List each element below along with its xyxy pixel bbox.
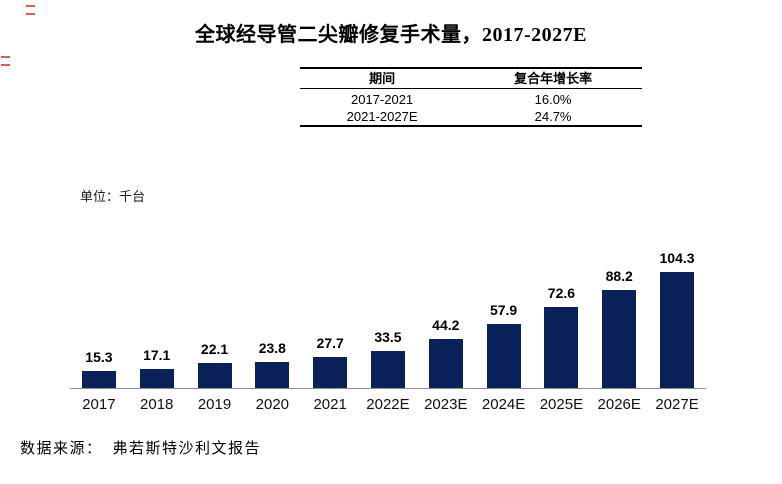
bar	[313, 357, 348, 388]
x-axis-label: 2017	[82, 396, 116, 413]
bar-value-label: 33.5	[374, 329, 402, 345]
table-row: 2017-2021 16.0%	[300, 89, 642, 108]
bar	[81, 371, 116, 388]
bar	[255, 362, 290, 388]
table-cell-cagr: 24.7%	[534, 109, 572, 124]
bar-value-label: 15.3	[85, 349, 113, 365]
bar	[370, 351, 405, 388]
table-row: 2021-2027E 24.7%	[300, 108, 642, 125]
x-axis-labels-row: 2017 2018 2019 2020 2021 2022E 2023E 2024E 2025E…	[70, 389, 706, 413]
data-source-text: 弗若斯特沙利文报告	[112, 441, 262, 457]
bar-chart: 15.3 17.1 22.1 23.8 27.7 33.5 44.2 57.9 72.6 88.2…	[70, 248, 706, 413]
table-cell-period: 2021-2027E	[346, 109, 418, 124]
unit-label: 单位：千台	[80, 189, 146, 204]
x-axis-label: 2025E	[539, 396, 584, 413]
cagr-table: 期间 复合年增长率 2017-2021 16.0% 2021-2027E 24.…	[300, 67, 642, 127]
bar-value-label: 44.2	[432, 317, 460, 333]
x-axis-label: 2021	[313, 396, 347, 413]
bar-column: 23.8	[243, 340, 301, 388]
page-title: 全球经导管二尖瓣修复手术量，2017-2027E	[195, 24, 587, 46]
x-axis-label: 2026E	[597, 396, 641, 413]
table-header-cagr: 复合年增长率	[514, 71, 593, 86]
bar-column: 22.1	[186, 341, 244, 388]
data-source: 数据来源： 弗若斯特沙利文报告	[20, 437, 261, 458]
bar-column: 15.3	[70, 349, 128, 388]
bar	[660, 272, 695, 388]
bar-column: 17.1	[128, 347, 186, 388]
bar	[602, 290, 637, 388]
bar-value-label: 88.2	[605, 268, 633, 284]
bar	[139, 369, 174, 388]
bar-column: 44.2	[417, 317, 475, 388]
bar-value-label: 23.8	[258, 340, 286, 356]
x-axis-label: 2018	[140, 396, 174, 413]
x-axis-label: 2023E	[424, 396, 468, 413]
bar-column: 27.7	[301, 335, 359, 388]
bar-value-label: 17.1	[143, 347, 171, 363]
table-cell-period: 2017-2021	[350, 92, 414, 107]
bar-value-label: 104.3	[659, 250, 695, 266]
bar	[544, 307, 579, 388]
bar-value-label: 72.6	[547, 285, 576, 301]
x-axis-label: 2022E	[366, 396, 410, 413]
bar-column: 57.9	[475, 302, 533, 388]
cagr-table-header-row: 期间 复合年增长率	[300, 69, 642, 89]
bar-column: 88.2	[590, 268, 648, 388]
table-cell-cagr: 16.0%	[534, 92, 572, 107]
data-source-label: 数据来源：	[20, 441, 103, 457]
bar-value-label: 27.7	[316, 335, 344, 351]
table-header-period: 期间	[369, 71, 396, 86]
x-axis-label: 2019	[197, 396, 232, 413]
bar-value-label: 57.9	[489, 302, 518, 318]
bars-row: 15.3 17.1 22.1 23.8 27.7 33.5 44.2 57.9 72.6 88.2…	[70, 248, 706, 389]
x-axis-label: 2024E	[481, 396, 526, 413]
bar-value-label: 22.1	[200, 341, 229, 357]
x-axis-label: 2027E	[655, 396, 699, 413]
x-axis-label: 2020	[255, 396, 290, 413]
bar-column: 72.6	[533, 285, 591, 388]
bar-column: 33.5	[359, 329, 417, 388]
bar	[486, 324, 521, 388]
red-artifact-mark	[26, 5, 35, 15]
bar	[197, 363, 232, 388]
red-artifact-mark	[1, 56, 10, 66]
bar-column: 104.3	[648, 250, 706, 388]
bar	[428, 339, 463, 388]
